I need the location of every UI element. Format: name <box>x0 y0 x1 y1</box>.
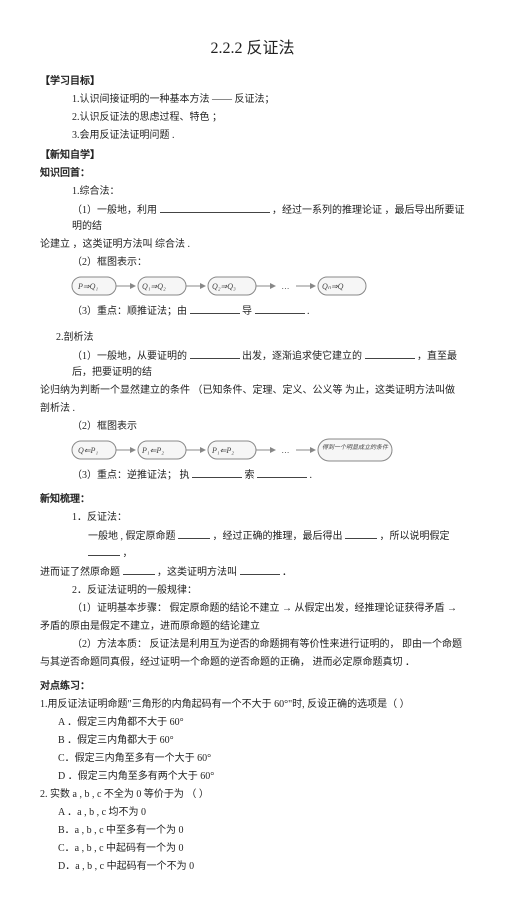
practice-head: 对点练习： <box>40 679 465 695</box>
item-zonghefa: 1.综合法： <box>72 184 465 200</box>
q1-B: B ．假定三内角都大于 60° <box>58 733 465 749</box>
pouxi-line1: （1）一般地，从要证明的 出发，逐渐追求使它建立的 ，直至最后，把要证明的结 <box>72 348 465 381</box>
pouxi-2b: （2）框图表示 <box>72 419 465 435</box>
fz-1a-end: ， <box>123 548 133 559</box>
fz-1b-end: ． <box>282 567 292 578</box>
fanzheng-l1: 一般地 , 假定原命题 ，经过正确的推理，最后得出 ，所以说明假定 ， <box>88 528 465 562</box>
q1-A: A ．假定三内角都不大于 60° <box>58 715 465 731</box>
pouxi-1-prefix: （1）一般地，从要证明的 <box>72 351 190 362</box>
q2-A: A ．a , b , c 均不为 0 <box>58 805 465 821</box>
page-title: 2.2.2 反证法 <box>40 36 465 62</box>
fz-rule-2b: 与其逆否命题同真假，经过证明一个命题的逆否命题的正确， 进而必定原命题真切 ． <box>40 655 465 671</box>
fanzheng-l2: 进而证了然原命题 ，这类证明方法叫 ． <box>40 564 465 581</box>
q2-C: C．a , b , c 中起码有一个为 0 <box>58 841 465 857</box>
pouxi-3-prefix: （3）重点：逆推证法； 执 <box>72 470 192 481</box>
item-pouxi: 2.剖析法 <box>56 330 465 346</box>
q1: 1.用反证法证明命题"三角形的内角起码有一个不大于 60°"时, 反设正确的选项… <box>40 697 465 713</box>
goal-3: 3.会用反证法证明问题 . <box>72 128 465 144</box>
blank-12 <box>240 564 280 575</box>
diagram-pouxi: Q⇐P₁ P₁⇐P₂ P₁⇐P₂ … 得到一个明显成立的条件 <box>70 437 430 465</box>
blank-4 <box>190 348 240 359</box>
fz-1a-prefix: 一般地 , 假定原命题 <box>88 531 178 542</box>
zonghefa-line2: 论建立 ，这类证明方法叫 综合法 . <box>40 237 465 253</box>
fz-rule-1b: 矛盾的原由是假定不建立，进而原命题的结论建立 <box>40 619 465 635</box>
blank-3 <box>255 303 305 314</box>
pouxi-line2: 论归纳为判断一个显然建立的条件 （已知条件、定理、定义、公义等 为止，这类证明方… <box>40 383 465 399</box>
blank-11 <box>123 564 155 575</box>
q2-B: B．a , b , c 中至多有一个为 0 <box>58 823 465 839</box>
d2dots: … <box>282 446 289 455</box>
d1b4: Qₙ⇒Q <box>322 282 344 291</box>
pouxi-3-mid: 索 <box>245 470 258 481</box>
d2b2: P₁⇐P₂ <box>141 446 164 455</box>
pouxi-3-end: . <box>310 470 313 481</box>
fz-rule-1: （1）证明基本步骤： 假定原命题的结论不建立 → 从假定出发，经推理论证获得矛盾… <box>72 601 465 617</box>
blank-7 <box>257 467 307 478</box>
learning-goals-head: 【学习目标】 <box>40 74 465 90</box>
fz-rule-2: （2）方法本质： 反证法是利用互为逆否的命题拥有等价性来进行证明的， 即由一个命… <box>72 637 465 653</box>
blank-1 <box>160 202 270 213</box>
zonghefa-3: （3）重点：顺推证法；由 导 . <box>72 303 465 320</box>
new-sort-head: 新知梳理： <box>40 492 465 508</box>
fz-1a-mid1: ，经过正确的推理，最后得出 <box>213 531 346 542</box>
d1b3: Q₂⇒Q₃ <box>212 282 236 291</box>
d1b2: Q₁⇒Q₂ <box>142 282 166 291</box>
knowledge-review-head: 知识回首： <box>40 166 465 182</box>
d1b1: P⇒Q₁ <box>77 282 98 291</box>
d2b1: Q⇐P₁ <box>78 446 98 455</box>
zonghefa-3-end: . <box>307 306 310 317</box>
blank-10 <box>88 545 120 556</box>
zonghefa-1a-prefix: （1）一般地，利用 <box>72 205 160 216</box>
goal-1: 1.认识间接证明的一种基本方法 —— 反证法； <box>72 92 465 108</box>
blank-2 <box>190 303 240 314</box>
d2b4: 得到一个明显成立的条件 <box>322 443 389 451</box>
zonghefa-3-mid: 导 <box>242 306 255 317</box>
q1-D: D ．假定三内角至多有两个大于 60° <box>58 769 465 785</box>
blank-5 <box>365 348 415 359</box>
q1-C: C．假定三内角至多有一个大于 60° <box>58 751 465 767</box>
pouxi-1-mid1: 出发，逐渐追求使它建立的 <box>242 351 365 362</box>
fz-rule-head: 2．反证法证明的一般规律： <box>72 583 465 599</box>
pouxi-2-mid: （已知条件、定理、定义、公义等 <box>193 385 346 396</box>
fz-1b-prefix: 进而证了然原命题 <box>40 567 123 578</box>
fz-1a-mid2: ，所以说明假定 <box>380 531 450 542</box>
d2b3: P₁⇐P₂ <box>211 446 234 455</box>
diagram-zonghefa: P⇒Q₁ Q₁⇒Q₂ Q₂⇒Q₃ … Qₙ⇒Q <box>70 273 400 301</box>
blank-6 <box>192 467 242 478</box>
pouxi-2-prefix: 论归纳为判断一个显然建立的条件 <box>40 385 193 396</box>
q2-D: D．a , b , c 中起码有一个不为 0 <box>58 859 465 875</box>
zonghefa-2: （2）框图表示： <box>72 255 465 271</box>
goal-2: 2.认识反证法的思虑过程、特色 ； <box>72 110 465 126</box>
zonghefa-3-prefix: （3）重点：顺推证法；由 <box>72 306 190 317</box>
fz-1b-mid: ，这类证明方法叫 <box>157 567 240 578</box>
pouxi-3: （3）重点：逆推证法； 执 索 . <box>72 467 465 484</box>
q2: 2. 实数 a , b , c 不全为 0 等价于为 （ ） <box>40 787 465 803</box>
new-knowledge-head: 【新知自学】 <box>40 148 465 164</box>
pouxi-2-end: 为止，这类证明方法叫做 <box>345 385 455 396</box>
pouxi-line3: 剖析法 . <box>40 401 465 417</box>
zonghefa-line1: （1）一般地，利用 ，经过一系列的推理论证 ，最后导出所要证明的结 <box>72 202 465 235</box>
blank-9 <box>345 528 377 539</box>
fanzheng-head: 1．反证法： <box>72 510 465 526</box>
blank-8 <box>178 528 210 539</box>
d1dots: … <box>282 282 289 291</box>
